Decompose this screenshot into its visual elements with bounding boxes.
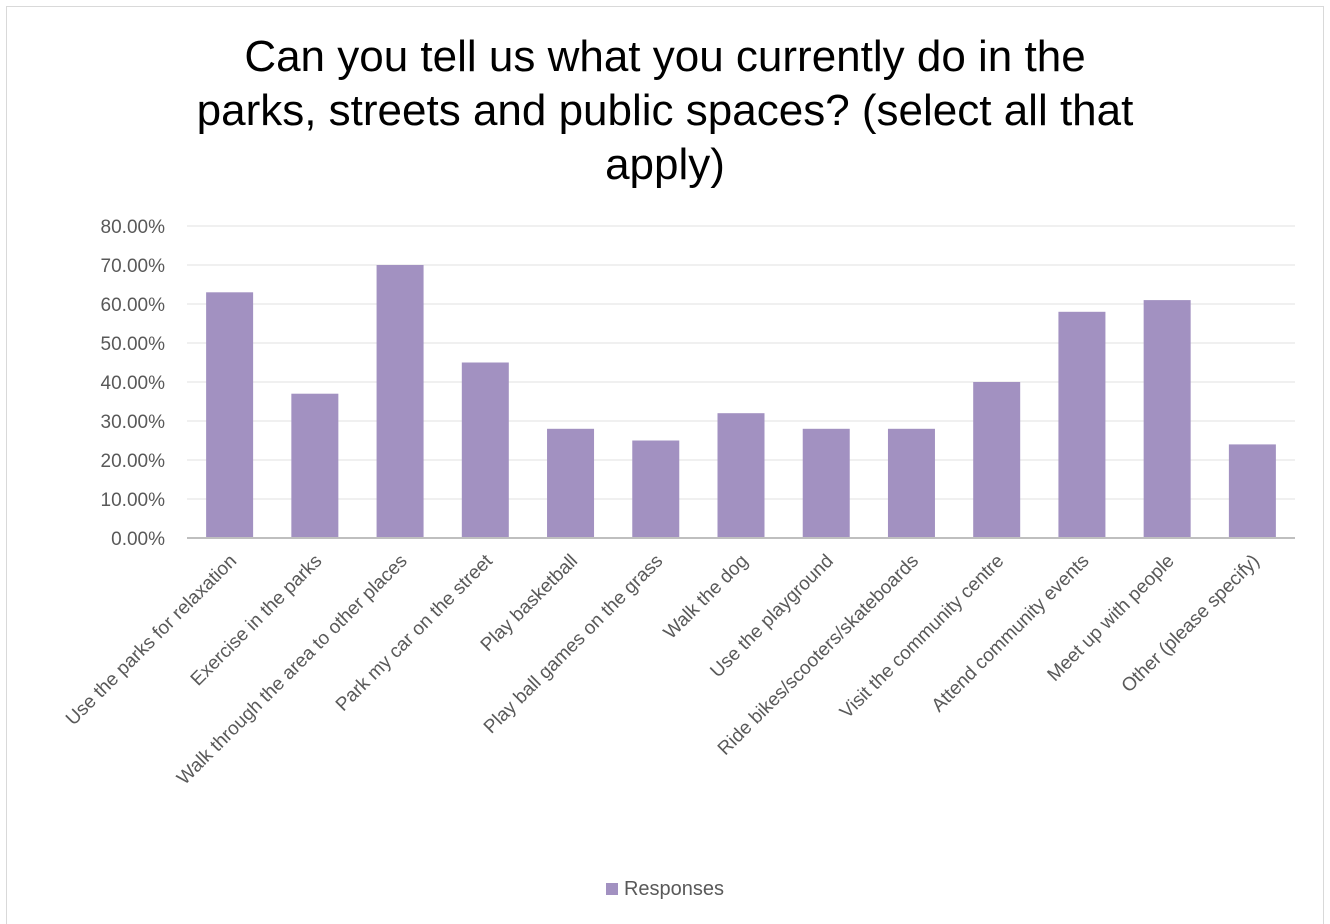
- chart-title-line-3: apply): [605, 140, 725, 189]
- bar: [1058, 311, 1106, 538]
- y-tick-label: 10.00%: [101, 490, 166, 511]
- y-tick-label: 30.00%: [101, 412, 166, 433]
- x-tick-label: Use the parks for relaxation: [62, 551, 241, 730]
- bar: [206, 292, 254, 538]
- bar: [887, 428, 935, 538]
- legend: Responses: [0, 878, 1330, 901]
- bar: [632, 440, 680, 538]
- x-tick-label: Play ball games on the grass: [480, 551, 667, 738]
- y-tick-label: 20.00%: [101, 451, 166, 472]
- y-tick-label: 50.00%: [101, 334, 166, 355]
- x-tick-label: Visit the community centre: [836, 551, 1008, 723]
- bar: [547, 428, 595, 538]
- chart-title: Can you tell us what you currently do in…: [0, 30, 1330, 192]
- bar: [973, 382, 1021, 538]
- bar: [802, 428, 850, 538]
- y-tick-label: 0.00%: [111, 529, 165, 550]
- bar: [376, 265, 424, 538]
- bar: [1228, 444, 1276, 538]
- bar: [461, 362, 509, 538]
- legend-label: Responses: [623, 878, 725, 900]
- x-tick-label: Other (please specify): [1118, 551, 1264, 697]
- x-tick-label: Park my car on the street: [332, 550, 497, 715]
- bar: [291, 393, 339, 538]
- x-tick-label: Attend community events: [928, 551, 1094, 717]
- chart-title-line-2: parks, streets and public spaces? (selec…: [196, 86, 1134, 135]
- x-tick-label: Walk the dog: [660, 551, 753, 644]
- bar: [717, 413, 765, 538]
- y-tick-label: 60.00%: [101, 295, 166, 316]
- bar: [1143, 300, 1191, 538]
- y-tick-label: 80.00%: [101, 217, 166, 238]
- y-tick-label: 70.00%: [101, 256, 166, 277]
- legend-swatch: [605, 883, 618, 895]
- y-tick-label: 40.00%: [101, 373, 166, 394]
- chart-title-line-1: Can you tell us what you currently do in…: [244, 32, 1086, 81]
